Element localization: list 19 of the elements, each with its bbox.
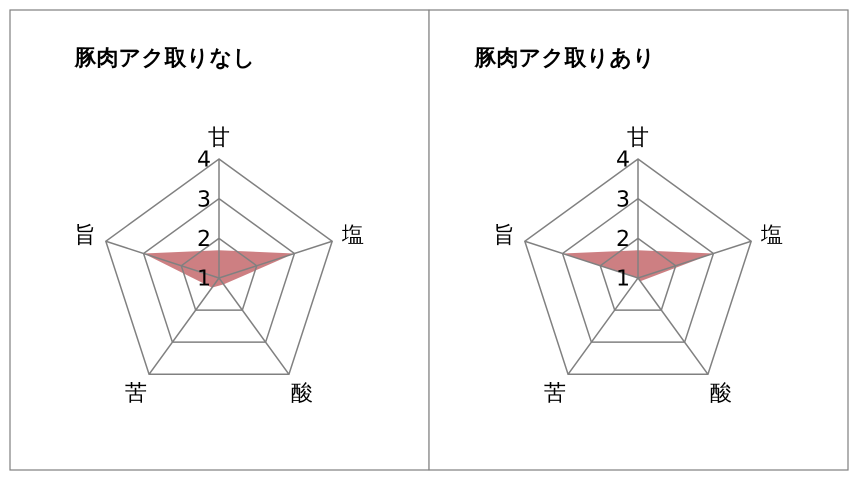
spoke-label: 苦	[544, 380, 566, 406]
chart-title: 豚肉アク取りあり	[474, 46, 656, 71]
spoke-label: 苦	[125, 380, 148, 406]
spoke-label: 塩	[760, 223, 784, 248]
spoke-label: 旨	[74, 223, 96, 248]
y-tick-label: 1	[616, 266, 630, 292]
y-tick-label: 2	[197, 227, 211, 252]
spoke-label: 酸	[290, 380, 313, 406]
spoke-label: 甘	[208, 126, 230, 151]
y-tick-label: 4	[197, 148, 211, 173]
y-tick-label: 4	[616, 148, 630, 173]
y-tick-label: 2	[616, 227, 630, 252]
y-tick-label: 3	[616, 187, 630, 212]
spoke-label: 塩	[341, 223, 364, 248]
spoke-label: 旨	[492, 223, 515, 248]
spoke-label: 甘	[627, 126, 649, 151]
y-tick-label: 3	[197, 187, 211, 212]
spoke-label: 酸	[710, 380, 732, 406]
chart-title: 豚肉アク取りなし	[74, 46, 256, 71]
